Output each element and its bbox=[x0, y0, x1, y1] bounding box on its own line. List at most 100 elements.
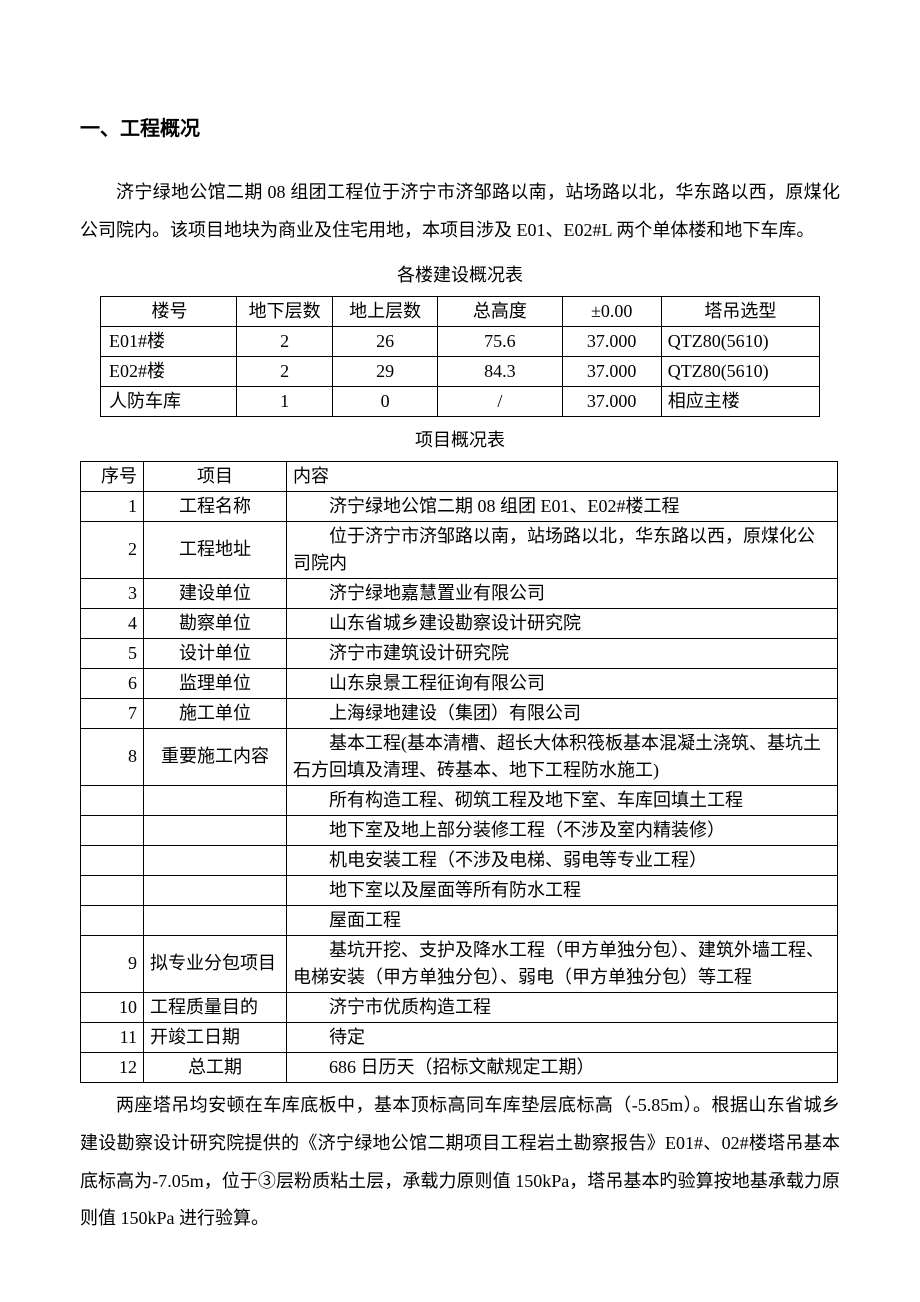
cell bbox=[81, 845, 144, 875]
col-header: 项目 bbox=[144, 461, 287, 491]
document-page: 一、工程概况 济宁绿地公馆二期 08 组团工程位于济宁市济邹路以南，站场路以北，… bbox=[0, 0, 920, 1302]
cell: 工程地址 bbox=[144, 521, 287, 578]
cell: 1 bbox=[237, 386, 333, 416]
cell: QTZ80(5610) bbox=[661, 356, 819, 386]
table-row: 9 拟专业分包项目 基坑开挖、支护及降水工程（甲方单独分包）、建筑外墙工程、电梯… bbox=[81, 935, 838, 992]
cell: 2 bbox=[237, 356, 333, 386]
cell: E02#楼 bbox=[101, 356, 237, 386]
cell: 开竣工日期 bbox=[144, 1022, 287, 1052]
col-header: 内容 bbox=[287, 461, 838, 491]
cell: 待定 bbox=[287, 1022, 838, 1052]
col-header: ±0.00 bbox=[562, 296, 661, 326]
cell: 地下室及地上部分装修工程（不涉及室内精装修） bbox=[287, 815, 838, 845]
cell: / bbox=[438, 386, 562, 416]
table-row: 10 工程质量目的 济宁市优质构造工程 bbox=[81, 992, 838, 1022]
cell: 人防车库 bbox=[101, 386, 237, 416]
cell: 勘察单位 bbox=[144, 608, 287, 638]
table-row: 地下室及地上部分装修工程（不涉及室内精装修） bbox=[81, 815, 838, 845]
table-header-row: 楼号 地下层数 地上层数 总高度 ±0.00 塔吊选型 bbox=[101, 296, 820, 326]
table-row: 7 施工单位 上海绿地建设（集团）有限公司 bbox=[81, 698, 838, 728]
cell: 2 bbox=[81, 521, 144, 578]
intro-paragraph: 济宁绿地公馆二期 08 组团工程位于济宁市济邹路以南，站场路以北，华东路以西，原… bbox=[80, 174, 840, 250]
table-row: 12 总工期 686 日历天（招标文献规定工期） bbox=[81, 1052, 838, 1082]
cell: 重要施工内容 bbox=[144, 728, 287, 785]
cell: 2 bbox=[237, 326, 333, 356]
cell: QTZ80(5610) bbox=[661, 326, 819, 356]
cell bbox=[144, 785, 287, 815]
table-row: 5 设计单位 济宁市建筑设计研究院 bbox=[81, 638, 838, 668]
cell: 济宁绿地公馆二期 08 组团 E01、E02#楼工程 bbox=[287, 491, 838, 521]
cell: 上海绿地建设（集团）有限公司 bbox=[287, 698, 838, 728]
cell: 8 bbox=[81, 728, 144, 785]
building-overview-table: 楼号 地下层数 地上层数 总高度 ±0.00 塔吊选型 E01#楼 2 26 7… bbox=[100, 296, 820, 417]
cell: 7 bbox=[81, 698, 144, 728]
cell bbox=[144, 875, 287, 905]
cell: 37.000 bbox=[562, 356, 661, 386]
cell: 11 bbox=[81, 1022, 144, 1052]
cell: 山东省城乡建设勘察设计研究院 bbox=[287, 608, 838, 638]
cell: 拟专业分包项目 bbox=[144, 935, 287, 992]
table-row: 2 工程地址 位于济宁市济邹路以南，站场路以北，华东路以西，原煤化公司院内 bbox=[81, 521, 838, 578]
cell: 济宁绿地嘉慧置业有限公司 bbox=[287, 578, 838, 608]
cell: 所有构造工程、砌筑工程及地下室、车库回填土工程 bbox=[287, 785, 838, 815]
cell: 84.3 bbox=[438, 356, 562, 386]
table-row: 所有构造工程、砌筑工程及地下室、车库回填土工程 bbox=[81, 785, 838, 815]
table-row: 11 开竣工日期 待定 bbox=[81, 1022, 838, 1052]
table-row: 地下室以及屋面等所有防水工程 bbox=[81, 875, 838, 905]
cell: 26 bbox=[333, 326, 438, 356]
cell: 设计单位 bbox=[144, 638, 287, 668]
table2-caption: 项目概况表 bbox=[80, 423, 840, 457]
table-row: 机电安装工程（不涉及电梯、弱电等专业工程） bbox=[81, 845, 838, 875]
cell: 9 bbox=[81, 935, 144, 992]
cell: 相应主楼 bbox=[661, 386, 819, 416]
section-heading: 一、工程概况 bbox=[80, 110, 840, 148]
cell: 基坑开挖、支护及降水工程（甲方单独分包）、建筑外墙工程、电梯安装（甲方单独分包）… bbox=[287, 935, 838, 992]
cell: 5 bbox=[81, 638, 144, 668]
col-header: 地上层数 bbox=[333, 296, 438, 326]
cell bbox=[144, 845, 287, 875]
cell bbox=[81, 875, 144, 905]
cell: 位于济宁市济邹路以南，站场路以北，华东路以西，原煤化公司院内 bbox=[287, 521, 838, 578]
table-row: 4 勘察单位 山东省城乡建设勘察设计研究院 bbox=[81, 608, 838, 638]
cell: 4 bbox=[81, 608, 144, 638]
cell: 37.000 bbox=[562, 386, 661, 416]
cell: 37.000 bbox=[562, 326, 661, 356]
cell: 686 日历天（招标文献规定工期） bbox=[287, 1052, 838, 1082]
cell bbox=[81, 905, 144, 935]
cell bbox=[144, 815, 287, 845]
col-header: 总高度 bbox=[438, 296, 562, 326]
table-row: 8 重要施工内容 基本工程(基本清槽、超长大体积筏板基本混凝土浇筑、基坑土石方回… bbox=[81, 728, 838, 785]
cell bbox=[81, 815, 144, 845]
cell: 0 bbox=[333, 386, 438, 416]
col-header: 地下层数 bbox=[237, 296, 333, 326]
table-row: 6 监理单位 山东泉景工程征询有限公司 bbox=[81, 668, 838, 698]
cell: 工程质量目的 bbox=[144, 992, 287, 1022]
cell: 施工单位 bbox=[144, 698, 287, 728]
table-row: 3 建设单位 济宁绿地嘉慧置业有限公司 bbox=[81, 578, 838, 608]
cell: 山东泉景工程征询有限公司 bbox=[287, 668, 838, 698]
cell: 75.6 bbox=[438, 326, 562, 356]
cell: 地下室以及屋面等所有防水工程 bbox=[287, 875, 838, 905]
project-overview-table: 序号 项目 内容 1 工程名称 济宁绿地公馆二期 08 组团 E01、E02#楼… bbox=[80, 461, 838, 1083]
table-row: 人防车库 1 0 / 37.000 相应主楼 bbox=[101, 386, 820, 416]
cell: 总工期 bbox=[144, 1052, 287, 1082]
cell: 建设单位 bbox=[144, 578, 287, 608]
closing-paragraph: 两座塔吊均安顿在车库底板中，基本顶标高同车库垫层底标高（-5.85m）。根据山东… bbox=[80, 1087, 840, 1238]
table-row: E02#楼 2 29 84.3 37.000 QTZ80(5610) bbox=[101, 356, 820, 386]
cell bbox=[144, 905, 287, 935]
cell: 济宁市优质构造工程 bbox=[287, 992, 838, 1022]
cell: 机电安装工程（不涉及电梯、弱电等专业工程） bbox=[287, 845, 838, 875]
cell: 10 bbox=[81, 992, 144, 1022]
table-row: E01#楼 2 26 75.6 37.000 QTZ80(5610) bbox=[101, 326, 820, 356]
cell: 29 bbox=[333, 356, 438, 386]
cell: 3 bbox=[81, 578, 144, 608]
cell: E01#楼 bbox=[101, 326, 237, 356]
cell: 12 bbox=[81, 1052, 144, 1082]
cell: 工程名称 bbox=[144, 491, 287, 521]
table-header-row: 序号 项目 内容 bbox=[81, 461, 838, 491]
cell: 济宁市建筑设计研究院 bbox=[287, 638, 838, 668]
col-header: 楼号 bbox=[101, 296, 237, 326]
col-header: 序号 bbox=[81, 461, 144, 491]
table-row: 1 工程名称 济宁绿地公馆二期 08 组团 E01、E02#楼工程 bbox=[81, 491, 838, 521]
cell: 屋面工程 bbox=[287, 905, 838, 935]
